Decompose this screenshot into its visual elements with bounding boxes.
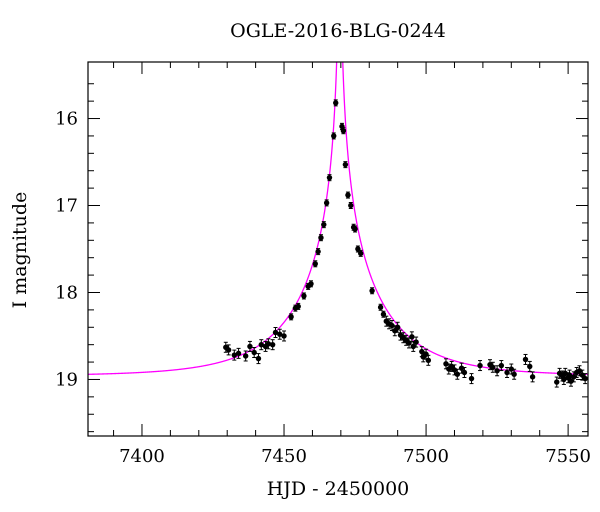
data-point: [394, 321, 401, 333]
y-tick-label: 17: [55, 196, 78, 217]
data-point: [554, 376, 560, 388]
data-point: [527, 360, 533, 372]
model-curve: [88, 62, 588, 375]
data-point: [413, 336, 419, 348]
data-point: [255, 353, 262, 365]
data-point: [288, 313, 294, 321]
data-point: [315, 248, 321, 256]
data-point: [425, 354, 432, 366]
data-point: [231, 349, 238, 361]
x-axis-label: HJD - 2450000: [266, 478, 410, 500]
data-point: [494, 365, 500, 377]
data-point: [352, 225, 358, 233]
data-point: [508, 363, 514, 375]
data-point: [308, 280, 314, 288]
data-point: [409, 331, 415, 343]
data-point: [348, 202, 354, 210]
data-point: [522, 353, 529, 365]
data-point: [461, 367, 468, 379]
model-layer: [88, 62, 588, 375]
data-point: [265, 338, 272, 350]
data-point: [251, 347, 257, 359]
data-point: [326, 174, 333, 182]
data-point: [242, 350, 249, 362]
data-point: [235, 347, 242, 359]
y-tick-label: 19: [55, 369, 78, 390]
data-point: [340, 127, 347, 135]
data-point: [247, 340, 253, 352]
data-point: [345, 191, 351, 199]
data-point: [277, 328, 283, 340]
data-point: [571, 371, 577, 383]
data-point: [529, 371, 536, 383]
data-point: [369, 287, 375, 295]
data-point: [225, 344, 232, 356]
data-point: [380, 310, 387, 318]
data-point: [477, 360, 483, 372]
y-tick-label: 16: [55, 109, 78, 130]
data-point: [342, 161, 349, 169]
points-layer: [223, 99, 588, 388]
data-point: [321, 221, 327, 229]
data-point: [281, 330, 287, 342]
chart-title: OGLE-2016-BLG-0244: [230, 20, 446, 42]
data-point: [331, 132, 337, 140]
data-point: [312, 260, 318, 268]
data-point: [301, 292, 307, 300]
data-point: [258, 339, 264, 351]
data-point: [454, 368, 461, 380]
data-point: [498, 360, 505, 372]
y-tick-label: 18: [55, 282, 78, 303]
ticks-layer: 7400 7450 7500 7550 16 17 18 19: [55, 62, 591, 467]
data-point: [451, 364, 458, 376]
data-point: [490, 361, 496, 373]
data-point: [318, 234, 324, 242]
data-point: [468, 373, 475, 385]
data-point: [377, 303, 384, 311]
x-tick-label: 7400: [119, 446, 165, 467]
x-tick-label: 7500: [403, 446, 449, 467]
data-point: [389, 320, 395, 332]
data-point: [358, 249, 364, 257]
data-point: [323, 199, 330, 207]
x-tick-label: 7550: [545, 446, 591, 467]
data-point: [295, 302, 301, 310]
data-point: [573, 367, 580, 379]
data-point: [511, 368, 517, 380]
data-point: [333, 99, 339, 107]
plot-frame: [87, 61, 589, 437]
x-tick-label: 7450: [261, 446, 307, 467]
data-point: [269, 339, 276, 351]
data-point: [272, 326, 279, 338]
data-point: [504, 367, 510, 379]
data-point: [403, 334, 409, 346]
